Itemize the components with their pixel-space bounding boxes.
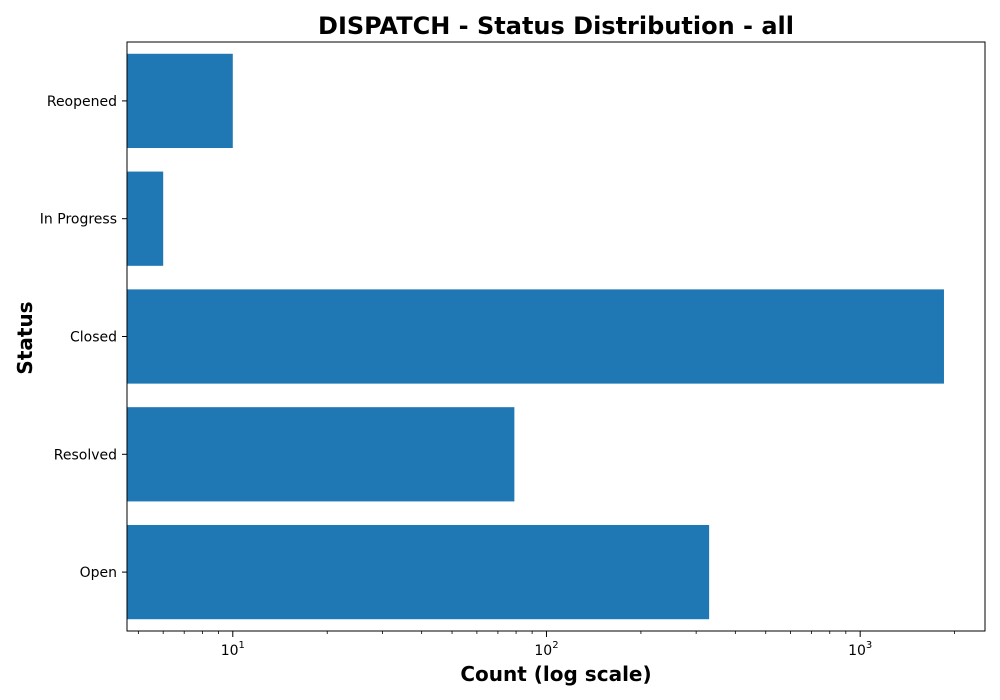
y-tick-label: Closed — [70, 330, 117, 346]
y-tick-label: Resolved — [54, 447, 117, 463]
x-tick-label: 101 — [221, 640, 245, 659]
y-tick-label: Reopened — [47, 94, 117, 110]
bar-closed — [127, 289, 944, 384]
x-axis-label: Count (log scale) — [460, 662, 651, 686]
bar-reopened — [127, 53, 233, 149]
bar-open — [127, 524, 710, 620]
x-tick-label: 103 — [848, 640, 872, 659]
y-tick-label: In Progress — [40, 212, 117, 228]
y-tick-label: Open — [80, 565, 117, 581]
bar-in-progress — [127, 171, 164, 266]
plot-area: Open Resolved Closed In Progress Reopened 101… — [40, 41, 986, 659]
x-tick-label: 102 — [534, 640, 558, 659]
chart-title: DISPATCH - Status Distribution - all — [318, 12, 794, 40]
y-axis-label: Status — [13, 301, 37, 374]
bar-resolved — [127, 407, 515, 502]
